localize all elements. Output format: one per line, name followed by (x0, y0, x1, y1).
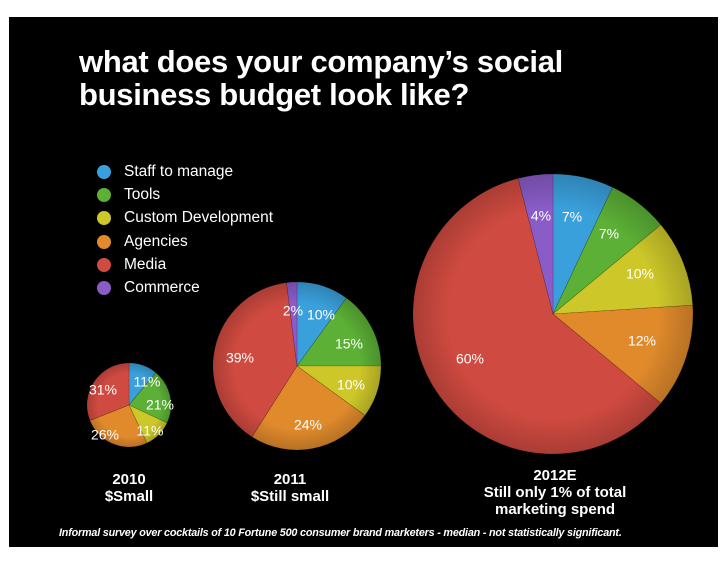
legend-label-custom-development: Custom Development (124, 209, 274, 226)
legend-swatch-staff (97, 165, 111, 179)
pie-2010-label-staff: 11% (134, 374, 161, 390)
legend-label-commerce: Commerce (124, 279, 200, 296)
legend-item-media: Media (89, 254, 389, 276)
pie-2011-label-staff: 10% (307, 307, 335, 323)
legend-swatch-tools (97, 188, 111, 202)
pie-2010-label-tools: 21% (146, 397, 174, 413)
pie-2011-label-media: 39% (226, 350, 254, 366)
legend-label-tools: Tools (124, 186, 161, 203)
caption-2010-subtitle: $Small (104, 488, 154, 505)
pie-2012e-label-media: 60% (456, 351, 484, 367)
legend-item-staff: Staff to manage (89, 161, 389, 183)
pie-chart-2010: 11% 21% 11% 26% 31% (86, 362, 174, 448)
pie-2012e-label-staff: 7% (562, 209, 582, 225)
pie-2011-label-tools: 15% (335, 336, 363, 352)
pie-2012e-label-tools: 7% (599, 226, 619, 242)
pie-2012e-label-custom-development: 10% (626, 266, 654, 282)
caption-2012e-subtitle-line-2: marketing spend (494, 501, 616, 518)
caption-2010: 2010 $Small (84, 471, 174, 505)
legend-label-agencies: Agencies (124, 233, 188, 250)
legend-label-media: Media (124, 256, 167, 273)
legend-swatch-custom-development (97, 211, 111, 225)
slide-title: what does your company’s social business… (79, 45, 679, 111)
pie-chart-2012e: 7% 7% 10% 12% 60% 4% (412, 173, 694, 455)
caption-2012e-year: 2012E (533, 467, 577, 484)
caption-2010-year: 2010 (112, 471, 146, 488)
pie-2012e-label-agencies: 12% (628, 333, 656, 349)
legend-item-commerce: Commerce (89, 277, 389, 299)
caption-2011-subtitle: $Still small (250, 488, 330, 505)
footnote: Informal survey over cocktails of 10 For… (59, 527, 622, 539)
pie-2012e-label-commerce: 4% (531, 208, 551, 224)
pie-2011-label-custom-development: 10% (337, 377, 365, 393)
legend-swatch-media (97, 258, 111, 272)
pie-2011-label-commerce: 2% (283, 303, 303, 319)
pie-2010-label-media: 31% (89, 382, 117, 398)
pie-2010-label-custom-development: 11% (137, 423, 164, 439)
pie-chart-2011: 10%15%10%24%39%2% (212, 281, 382, 451)
caption-2012e-subtitle-line-1: Still only 1% of total (483, 484, 627, 501)
legend-item-tools: Tools (89, 184, 389, 206)
legend-label-staff: Staff to manage (124, 163, 234, 180)
legend-item-agencies: Agencies (89, 231, 389, 253)
legend-swatch-commerce (97, 281, 111, 295)
caption-2011-year: 2011 (273, 471, 307, 488)
title-line-2: business budget look like? (79, 77, 470, 112)
legend-swatch-agencies (97, 235, 111, 249)
caption-2011: 2011 $Still small (230, 471, 350, 505)
caption-2012e: 2012E Still only 1% of total marketing s… (465, 467, 645, 518)
pie-2010-label-agencies: 26% (91, 427, 119, 443)
title-line-1: what does your company’s social (79, 44, 563, 79)
pie-2011-label-agencies: 24% (294, 417, 322, 433)
legend-item-custom-development: Custom Development (89, 207, 389, 229)
